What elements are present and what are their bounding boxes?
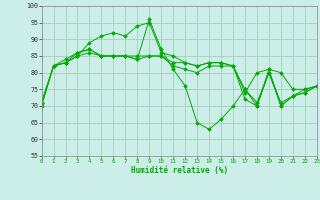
- X-axis label: Humidité relative (%): Humidité relative (%): [131, 166, 228, 175]
